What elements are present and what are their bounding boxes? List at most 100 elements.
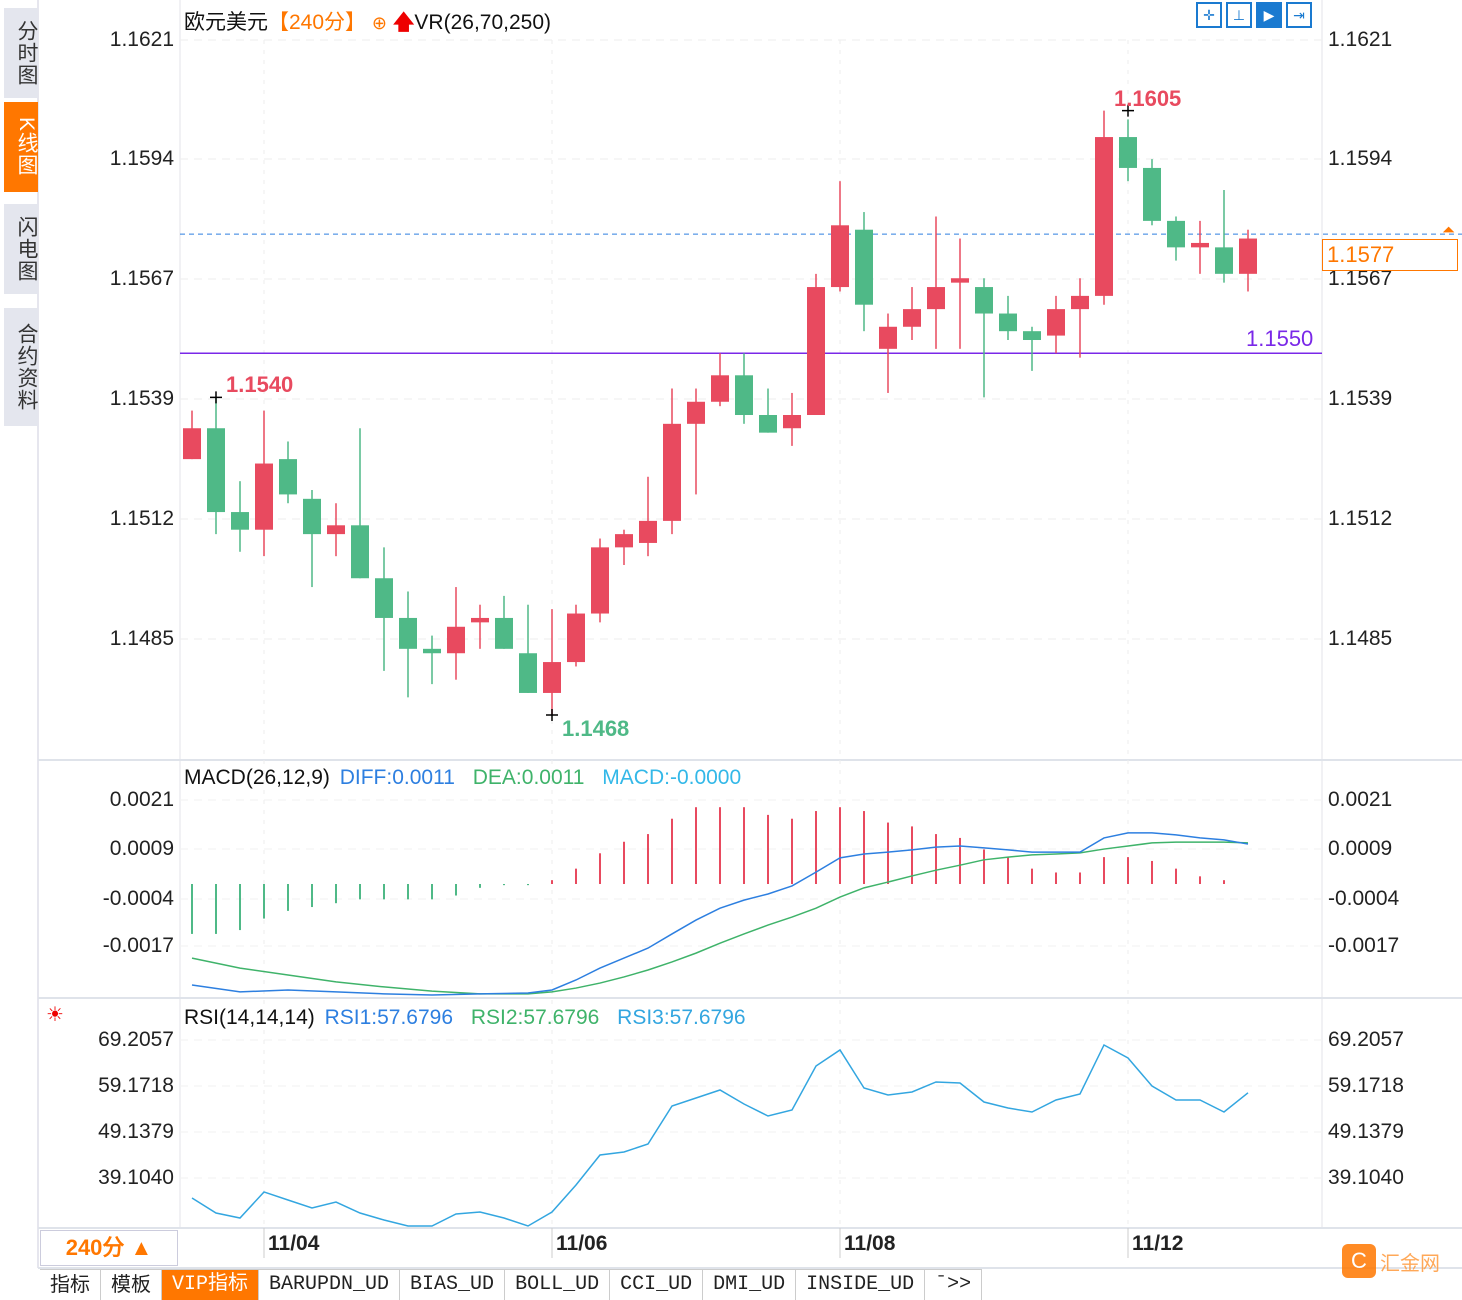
rsi-tick-left: 69.2057 [98, 1028, 174, 1051]
candle-up [879, 326, 897, 349]
candle-down [519, 653, 537, 693]
candle-up [1071, 295, 1089, 310]
candle-up [711, 375, 729, 402]
axis-scale-icon[interactable]: ⊥ [1226, 2, 1252, 28]
rsi1-value: RSI1:57.6796 [324, 1006, 454, 1029]
candle-up [783, 415, 801, 429]
candle-up [927, 287, 945, 310]
candle-up [639, 520, 657, 543]
price-tick-right: 1.1594 [1328, 147, 1393, 170]
tab-vip-indicators[interactable]: VIP指标 [162, 1269, 260, 1300]
candle-up [183, 428, 201, 460]
rsi-title: RSI(14,14,14) [184, 1006, 315, 1029]
candle-down [303, 498, 321, 535]
candle-up [951, 278, 969, 283]
circle-plus-icon[interactable]: ⊕ [371, 13, 387, 33]
candle-up [1047, 309, 1065, 336]
candle-down [231, 512, 249, 530]
tab-contract-info[interactable]: 合约资料 [4, 308, 38, 426]
tab-kline[interactable]: K线图 [4, 102, 38, 192]
candle-down [495, 617, 513, 649]
price-tick-right: 1.1567 [1328, 267, 1393, 290]
candle-down [351, 525, 369, 579]
double-up-arrow-icon[interactable]: ⏶ [1442, 222, 1455, 239]
macd-tick-right: 0.0009 [1328, 837, 1393, 860]
tab-templates[interactable]: 模板 [101, 1269, 162, 1300]
macd-tick-left: -0.0017 [102, 934, 174, 957]
candle-down [1215, 247, 1233, 274]
chart-header: 欧元美元【240分】 ⊕ 🡅VR(26,70,250) [184, 6, 551, 43]
price-tick-left: 1.1567 [109, 267, 174, 290]
local-high-label: 1.1540 [226, 372, 294, 397]
macd-tick-right: -0.0017 [1328, 934, 1400, 957]
low-price-label: 1.1468 [562, 716, 630, 741]
candle-down [399, 617, 417, 649]
candle-down [999, 313, 1017, 332]
period-selector[interactable]: 240分 ▲ [40, 1230, 178, 1266]
macd-tick-right: -0.0004 [1328, 887, 1400, 910]
macd-title: MACD(26,12,9) [184, 766, 330, 789]
price-tick-right: 1.1512 [1328, 507, 1393, 530]
macd-hist-value: MACD:-0.0000 [602, 766, 742, 789]
rsi-tick-right: 39.1040 [1328, 1166, 1404, 1189]
price-tick-left: 1.1512 [109, 507, 174, 530]
tab-indicators[interactable]: 指标 [40, 1269, 101, 1300]
rsi-line [191, 1043, 1249, 1227]
extreme-marker [210, 391, 222, 404]
price-tick-left: 1.1621 [109, 28, 174, 51]
macd-tick-left: 0.0021 [109, 788, 174, 811]
candle-up [591, 547, 609, 614]
rsi-tick-left: 59.1718 [98, 1074, 174, 1097]
scroll-right-icon[interactable]: ⇥ [1286, 2, 1312, 28]
macd-tick-left: -0.0004 [102, 887, 174, 910]
candle-up [687, 401, 705, 424]
candle-up [1239, 238, 1257, 274]
rsi-tick-right: 59.1718 [1328, 1074, 1404, 1097]
candle-down [975, 287, 993, 314]
vr-indicator[interactable]: VR(26,70,250) [414, 11, 552, 34]
rsi3-value: RSI3:57.6796 [617, 1006, 746, 1029]
macd-header: MACD(26,12,9) DIFF:0.0011 DEA:0.0011 MAC… [184, 766, 741, 790]
date-label: 11/04 [268, 1232, 320, 1255]
more-tabs-button[interactable]: ˉ>> [925, 1269, 983, 1300]
price-tick-left: 1.1594 [109, 147, 174, 170]
view-sidebar: 分时图 K线图 闪电图 合约资料 [0, 0, 38, 430]
candle-up [615, 534, 633, 548]
candle-down [375, 578, 393, 618]
settings-sun-icon[interactable]: ☀ [46, 1004, 64, 1026]
candle-up [903, 309, 921, 327]
macd-diff-value: DIFF:0.0011 [339, 766, 455, 789]
tab-barupdn[interactable]: BARUPDN_UD [259, 1269, 401, 1300]
candle-up [1191, 242, 1209, 248]
rsi-tick-right: 49.1379 [1328, 1120, 1404, 1143]
candle-up [447, 626, 465, 654]
tab-timeshare[interactable]: 分时图 [4, 8, 38, 98]
logo-text: 汇金网 [1380, 1252, 1440, 1275]
tab-flash[interactable]: 闪电图 [4, 204, 38, 294]
tab-cci[interactable]: CCI_UD [610, 1269, 704, 1300]
site-logo: C 汇金网 [1342, 1244, 1440, 1278]
candle-down [1143, 167, 1161, 221]
candle-down [1119, 137, 1137, 168]
logo-icon: C [1342, 1244, 1376, 1278]
chart-toolbar: ✛ ⊥ ▶ ⇥ [1196, 2, 1312, 28]
candle-up [255, 463, 273, 530]
macd-tick-left: 0.0009 [109, 837, 174, 860]
candle-up [471, 617, 489, 623]
candle-down [423, 648, 441, 654]
tab-dmi[interactable]: DMI_UD [703, 1269, 797, 1300]
extreme-marker [546, 709, 558, 722]
tab-bias[interactable]: BIAS_UD [400, 1269, 506, 1300]
price-tick-left: 1.1485 [109, 627, 174, 650]
play-axis-icon[interactable]: ▶ [1256, 2, 1282, 28]
price-tick-left: 1.1539 [109, 387, 174, 410]
rsi2-value: RSI2:57.6796 [470, 1006, 600, 1029]
crosshair-icon[interactable]: ✛ [1196, 2, 1222, 28]
tab-boll[interactable]: BOLL_UD [505, 1269, 611, 1300]
symbol-name: 欧元美元 [184, 11, 268, 34]
candle-down [855, 229, 873, 305]
indicator-tabs: 指标 模板 VIP指标 BARUPDN_UD BIAS_UD BOLL_UD C… [40, 1269, 983, 1300]
rsi-tick-right: 69.2057 [1328, 1028, 1404, 1051]
tab-inside[interactable]: INSIDE_UD [796, 1269, 926, 1300]
